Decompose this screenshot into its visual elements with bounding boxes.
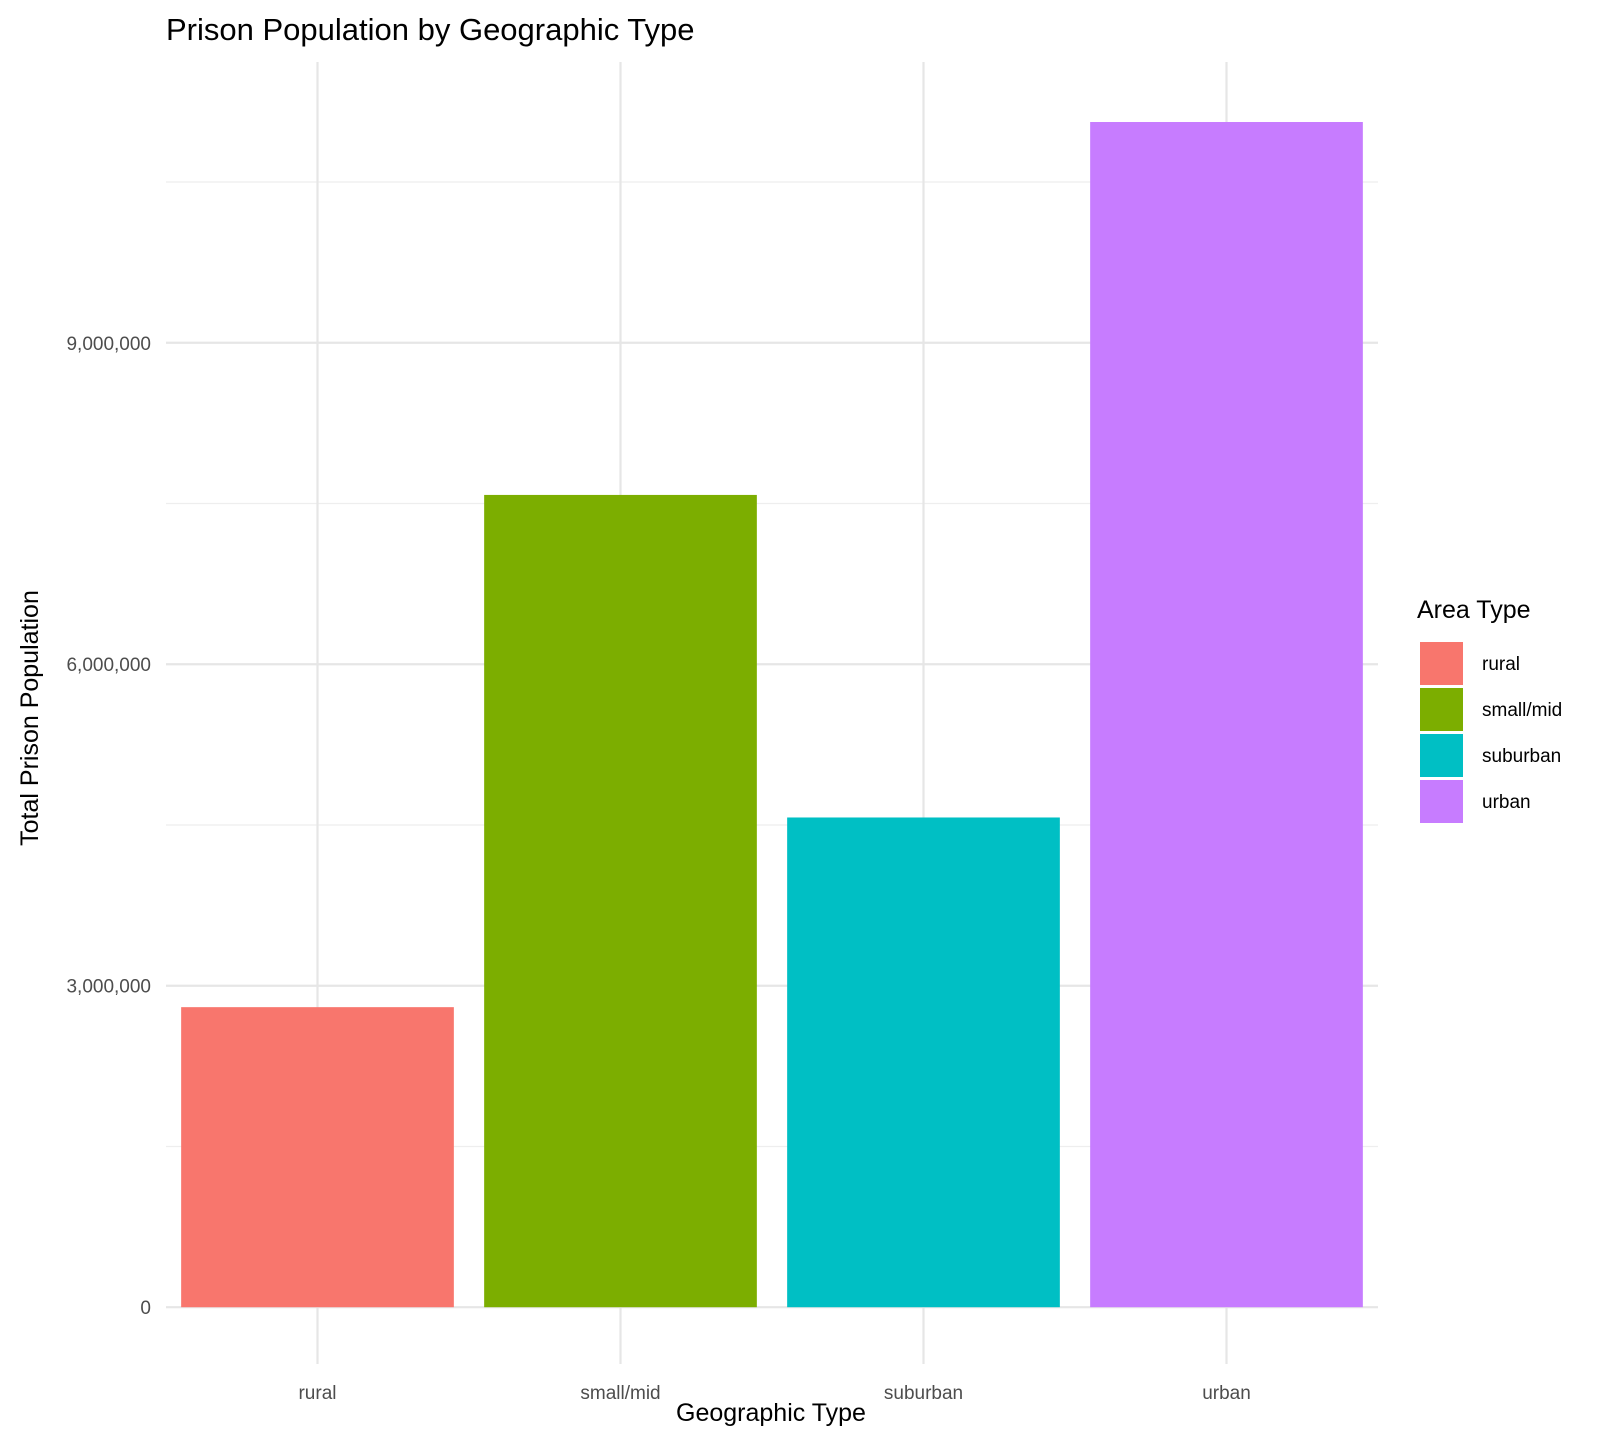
- x-tick-label: small/mid: [580, 1383, 660, 1404]
- legend-label: small/mid: [1482, 700, 1562, 721]
- bar-suburban: [787, 817, 1060, 1308]
- bar-rural: [181, 1007, 454, 1308]
- chart-title: Prison Population by Geographic Type: [166, 12, 694, 47]
- y-tick-label: 6,000,000: [66, 655, 151, 676]
- bar-urban: [1090, 122, 1363, 1308]
- bar-small-mid: [484, 494, 757, 1308]
- x-tick-labels: rural small/mid suburban urban: [298, 1383, 1250, 1404]
- legend-key: [1420, 688, 1463, 731]
- legend-title: Area Type: [1417, 596, 1531, 624]
- legend-label: rural: [1482, 654, 1520, 675]
- y-tick-labels: 0 3,000,000 6,000,000 9,000,000: [66, 334, 151, 1319]
- legend-label: urban: [1482, 792, 1531, 813]
- legend: Area Type rural small/mid suburban urban: [1417, 596, 1562, 823]
- y-tick-label: 3,000,000: [66, 977, 151, 998]
- legend-key: [1420, 642, 1463, 685]
- x-tick-label: rural: [298, 1383, 336, 1404]
- y-tick-label: 0: [140, 1298, 151, 1319]
- legend-key: [1420, 780, 1463, 823]
- x-tick-label: urban: [1202, 1383, 1251, 1404]
- x-tick-label: suburban: [884, 1383, 963, 1404]
- bars: [181, 122, 1363, 1308]
- legend-items: rural small/mid suburban urban: [1420, 642, 1562, 823]
- y-axis-title: Total Prison Population: [16, 590, 44, 846]
- x-axis-title: Geographic Type: [676, 1399, 866, 1427]
- legend-label: suburban: [1482, 746, 1561, 767]
- legend-key: [1420, 734, 1463, 777]
- y-tick-label: 9,000,000: [66, 334, 151, 355]
